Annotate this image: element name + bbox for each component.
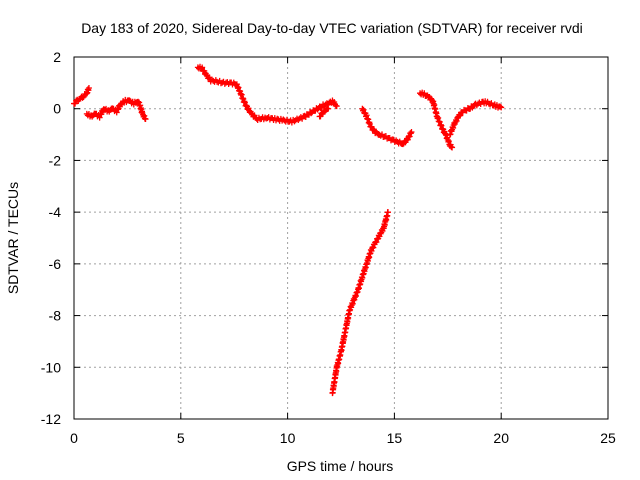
data-point [333,103,340,110]
y-tick-label: -4 [49,204,62,220]
y-axis-tick-labels: 2 0 -2 -4 -6 -8 -10 -12 [41,49,61,427]
x-axis-label: GPS time / hours [287,458,394,474]
y-tick-label: -2 [49,152,62,168]
y-tick-label: -10 [41,359,61,375]
y-tick-label: -6 [49,256,62,272]
data-point [498,104,505,111]
y-axis-label: SDTVAR / TECUs [5,182,21,294]
data-point [72,100,79,107]
plot-frame [73,56,609,420]
data-point [79,94,86,101]
data-point [384,209,391,216]
data-point [248,110,255,117]
grid [74,57,608,419]
data-point [126,97,133,104]
data-segment [194,63,340,126]
x-tick-label: 10 [280,430,296,446]
x-tick-label: 5 [177,430,185,446]
y-tick-label: 0 [53,101,61,117]
data-segment [316,105,332,120]
data-segment [359,105,415,148]
x-axis-tick-labels: 0 5 10 15 20 25 [70,430,616,446]
data-segment [83,96,149,123]
data-segment [329,209,391,397]
data-point [199,64,206,71]
data-point [317,104,324,111]
data-point [408,128,415,135]
data-point [142,116,149,123]
axis-ticks [73,56,609,420]
data-series-sdtvar [71,63,505,397]
data-point [325,105,332,112]
x-tick-label: 0 [70,430,78,446]
data-segment [71,85,92,107]
data-point [497,103,504,110]
data-segment [446,98,505,138]
chart-title: Day 183 of 2020, Sidereal Day-to-day VTE… [81,20,583,36]
x-tick-label: 25 [600,430,616,446]
x-tick-label: 15 [387,430,403,446]
data-point [449,144,456,151]
x-tick-label: 20 [493,430,509,446]
y-tick-label: -12 [41,411,61,427]
y-tick-label: -8 [49,308,62,324]
data-point [457,112,464,119]
data-point [85,85,92,92]
data-segment [417,89,456,151]
y-tick-label: 2 [53,49,61,65]
